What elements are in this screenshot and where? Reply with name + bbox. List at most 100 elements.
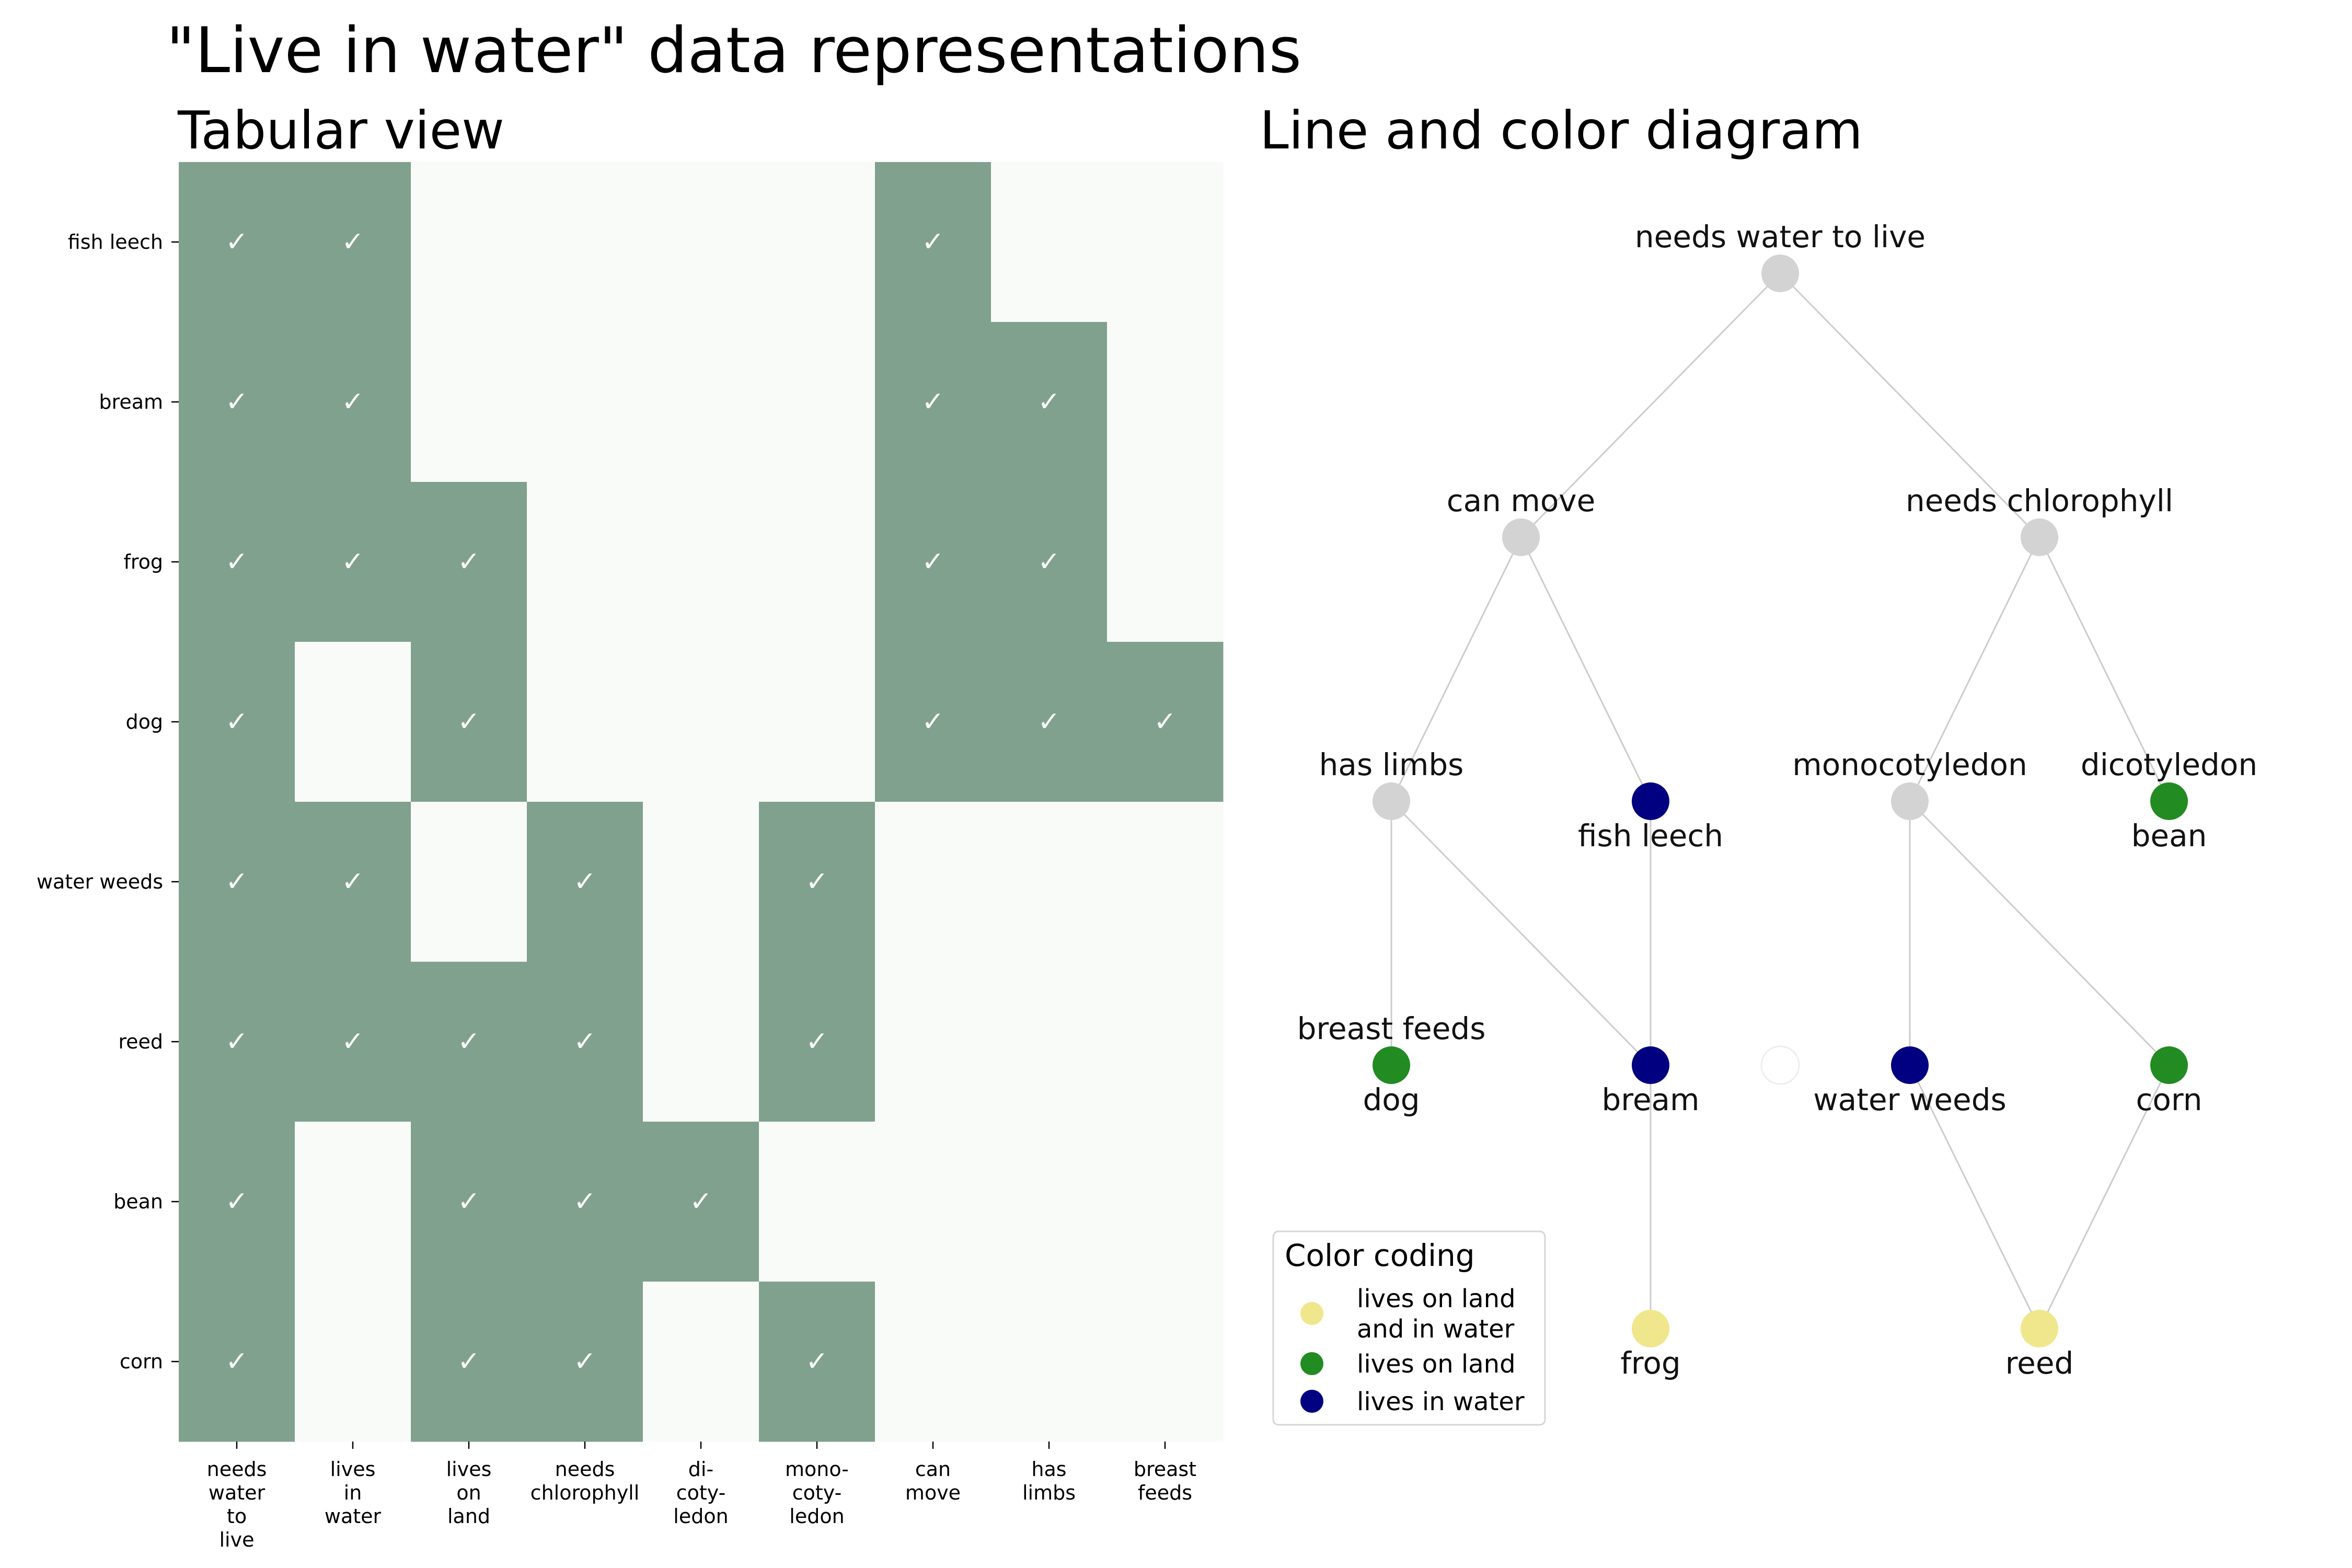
table-cell xyxy=(1107,642,1224,802)
column-label: needs water to live xyxy=(207,1458,267,1551)
diagram-nodes: needs water to live can move needs chlorop… xyxy=(1297,219,2258,1381)
table-cell xyxy=(875,1282,991,1442)
node-top-label: needs chlorophyll xyxy=(1906,483,2173,518)
table-cell xyxy=(643,962,759,1122)
check-mark: ✓ xyxy=(341,226,364,258)
table-cell xyxy=(295,162,411,322)
table-cell xyxy=(527,322,643,482)
table-cell xyxy=(411,962,527,1122)
check-mark: ✓ xyxy=(341,386,364,418)
table-cell xyxy=(759,802,875,962)
diagram-node xyxy=(1891,782,1929,820)
check-mark: ✓ xyxy=(1154,706,1177,737)
diagram-edge xyxy=(1390,800,1652,1066)
node-top-label: breast feeds xyxy=(1297,1011,1486,1046)
table-cell xyxy=(1107,1282,1224,1442)
diagram-node xyxy=(1502,518,1540,556)
table-cell xyxy=(991,322,1108,482)
row-label: bream xyxy=(99,390,163,413)
diagram-edge xyxy=(1390,537,1522,802)
table-cell xyxy=(527,1122,643,1282)
legend-swatch xyxy=(1300,1352,1323,1375)
diagram-node xyxy=(2150,1046,2188,1084)
table-cell xyxy=(991,1122,1108,1282)
node-bottom-label: bream xyxy=(1601,1082,1699,1117)
legend-label: lives in water xyxy=(1357,1387,1525,1416)
check-mark: ✓ xyxy=(457,546,480,578)
node-bottom-label: fish leech xyxy=(1578,818,1723,854)
node-top-label: dicotyledon xyxy=(2081,747,2257,782)
diagram-node xyxy=(2021,518,2058,556)
diagram-edge xyxy=(2038,537,2170,802)
diagram-node xyxy=(1632,1046,1669,1084)
diagram-node xyxy=(1891,1046,1929,1084)
table-cell xyxy=(411,162,527,322)
check-mark: ✓ xyxy=(921,386,944,418)
row-label: dog xyxy=(126,710,164,733)
table-cell xyxy=(643,322,759,482)
table-cell xyxy=(411,1282,527,1442)
table-cell xyxy=(643,1282,759,1442)
table-cell xyxy=(1107,482,1224,642)
table-cell xyxy=(527,802,643,962)
table-cell xyxy=(295,642,411,802)
check-mark: ✓ xyxy=(225,1186,248,1217)
check-mark: ✓ xyxy=(805,1346,828,1377)
legend-swatch xyxy=(1300,1390,1323,1413)
table-cell xyxy=(759,162,875,322)
table-cell xyxy=(295,322,411,482)
color-legend: Color coding lives on land and in water liv… xyxy=(1272,1230,1546,1426)
table-cell xyxy=(875,482,991,642)
table-cell xyxy=(991,962,1108,1122)
table-cell xyxy=(759,1122,875,1282)
diagram-node xyxy=(1760,1045,1800,1085)
row-label: reed xyxy=(118,1030,163,1053)
legend-swatch xyxy=(1300,1302,1323,1325)
check-mark: ✓ xyxy=(457,1026,480,1057)
column-label: lives on land xyxy=(446,1458,492,1528)
table-cell xyxy=(643,1122,759,1282)
check-mark: ✓ xyxy=(225,866,248,897)
diagram-edge xyxy=(1779,272,2040,538)
table-cell xyxy=(295,1122,411,1282)
table-cell xyxy=(411,482,527,642)
table-cell xyxy=(875,802,991,962)
legend-label: lives on land xyxy=(1357,1350,1516,1379)
table-cell xyxy=(875,1122,991,1282)
check-mark: ✓ xyxy=(573,866,596,897)
table-cell xyxy=(1107,962,1224,1122)
table-cell xyxy=(643,642,759,802)
row-label: corn xyxy=(120,1350,163,1373)
diagram-edge xyxy=(2038,1065,2170,1329)
diagram-node xyxy=(1761,255,1799,292)
table-cell xyxy=(179,642,295,802)
table-cell xyxy=(295,482,411,642)
node-top-label: monocotyledon xyxy=(1792,747,2027,782)
table-cell xyxy=(643,482,759,642)
table-cell xyxy=(295,962,411,1122)
legend-label: lives on land and in water xyxy=(1357,1284,1516,1344)
check-mark: ✓ xyxy=(921,226,944,258)
table-cell xyxy=(527,162,643,322)
check-mark: ✓ xyxy=(1037,546,1060,578)
column-label: needs chlorophyll xyxy=(531,1458,640,1504)
check-mark: ✓ xyxy=(1037,386,1060,418)
table-cell xyxy=(1107,322,1224,482)
table-cell xyxy=(991,1282,1108,1442)
diagram-node xyxy=(1373,782,1410,820)
diagram-edge xyxy=(1909,1065,2040,1329)
check-mark: ✓ xyxy=(341,546,364,578)
column-label: can move xyxy=(905,1458,961,1504)
node-bottom-label: frog xyxy=(1620,1345,1680,1381)
legend-title: Color coding xyxy=(1285,1238,1475,1273)
table-cell xyxy=(1107,162,1224,322)
check-mark: ✓ xyxy=(805,866,828,897)
table-cell xyxy=(875,962,991,1122)
column-label: has limbs xyxy=(1022,1458,1076,1504)
node-bottom-label: reed xyxy=(2005,1345,2074,1381)
diagram-edge xyxy=(1520,272,1781,538)
diagram-node xyxy=(1373,1046,1410,1084)
table-cell xyxy=(179,1122,295,1282)
table-cell xyxy=(179,162,295,322)
table-cell xyxy=(759,962,875,1122)
